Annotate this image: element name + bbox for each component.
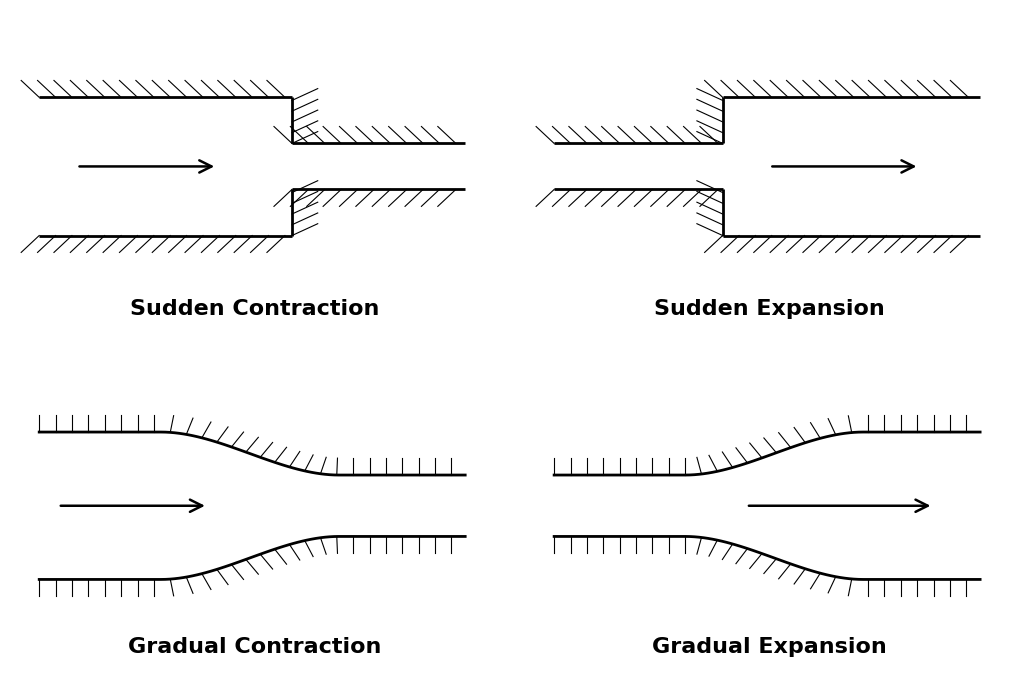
Text: Sudden Expansion: Sudden Expansion [654, 299, 885, 319]
Text: Gradual Expansion: Gradual Expansion [652, 637, 887, 657]
Text: Sudden Contraction: Sudden Contraction [130, 299, 379, 319]
Text: Gradual Contraction: Gradual Contraction [128, 637, 381, 657]
